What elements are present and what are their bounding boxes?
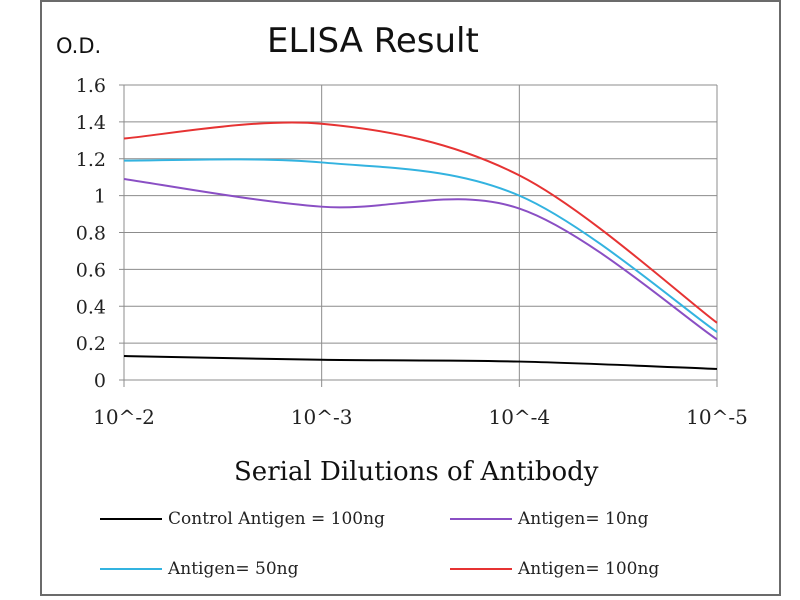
legend-label: Antigen= 100ng — [517, 559, 659, 579]
chart-frame: 0 0.2 0.4 0.6 0.8 1 1.2 1.4 1.6 10^-2 10^-3 10^-4 1… — [40, 0, 781, 596]
legend-label: Control Antigen = 100ng — [168, 509, 385, 529]
chart: 00.20.40.60.811.21.41.6 10^-2 10^-3 10^-4 1… — [56, 21, 748, 579]
y-tick-label: 1 — [94, 186, 106, 208]
x-tick-label: 10^-3 — [291, 405, 353, 429]
x-tick-labels: 10^-2 10^-3 10^-4 10^-5 — [93, 405, 748, 429]
series-line-3 — [123, 158, 718, 333]
y-tick-label: 0.8 — [76, 223, 106, 245]
legend-label: Antigen= 50ng — [167, 559, 299, 579]
y-tick-label: 0.6 — [76, 259, 106, 281]
y-tick-label: 1.2 — [76, 149, 106, 171]
y-tick-label: 0.2 — [76, 333, 106, 355]
x-axis-label: Serial Dilutions of Antibody — [234, 457, 599, 487]
y-tick-label: 0 — [94, 370, 106, 392]
y-tick-label: 1.6 — [76, 75, 106, 97]
x-tick-label: 10^-4 — [488, 405, 550, 429]
legend-label: Antigen= 10ng — [517, 509, 649, 529]
chart-title: ELISA Result — [267, 21, 479, 61]
y-tick-labels: 0 0.2 0.4 0.6 0.8 1 1.2 1.4 1.6 — [76, 75, 106, 392]
series-line-4 — [123, 121, 718, 324]
series-line-2 — [123, 178, 718, 341]
y-tick-label: 0.4 — [76, 296, 106, 318]
x-tick-label: 10^-5 — [686, 405, 748, 429]
x-tick-label: 10^-2 — [93, 405, 155, 429]
grid — [124, 84, 718, 380]
y-tick-label: 1.4 — [76, 112, 106, 134]
axes — [119, 84, 718, 387]
series-lines — [123, 121, 718, 370]
series-line-1 — [123, 355, 718, 370]
y-axis-label: O.D. — [56, 34, 101, 58]
legend: Control Antigen = 100ng Antigen= 10ng Anti… — [100, 509, 659, 579]
